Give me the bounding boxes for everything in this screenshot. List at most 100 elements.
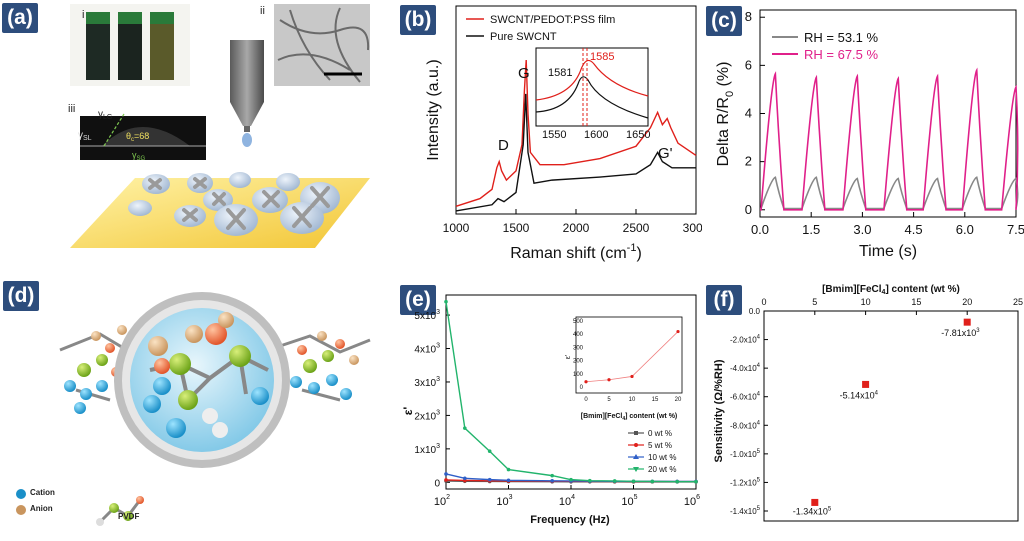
sensitivity-xtick-label: 0 (761, 297, 766, 307)
droplets (128, 172, 340, 236)
sensitivity-point (963, 318, 971, 326)
inset-xtick-label: 5 (607, 397, 611, 403)
inset-ytick-label: 100 (573, 372, 584, 378)
sensitivity-xtick-label: 20 (962, 297, 972, 307)
legend-text-67: RH = 67.5 % (804, 47, 879, 62)
pvdf-chains (59, 332, 371, 402)
panel-label-b: (b) (400, 5, 436, 35)
response-frame (759, 9, 1017, 218)
raman-chart: 10001500200025003000 Raman shift (cm-1) … (425, 5, 702, 262)
permittivity-legend: 0 wt % 5 wt % 10 wt % 20 wt % (628, 429, 676, 474)
sensitivity-ylabel: Sensitivity (Ω/%RH) (713, 359, 725, 462)
inset-point (630, 374, 634, 379)
permittivity-ytick-label: 1x103 (414, 443, 440, 456)
legend-10wt: 10 wt % (648, 453, 676, 462)
inset-xtick-label: 10 (629, 397, 636, 403)
legend-20wt: 20 wt % (648, 465, 676, 474)
inset-point (676, 329, 680, 334)
permittivity-xtick-label: 104 (559, 494, 575, 508)
permittivity-point (631, 479, 636, 484)
sub-label-i: i (82, 9, 84, 21)
cation-icon (16, 489, 26, 499)
legend-swatch-icons (16, 489, 26, 515)
sensitivity-ytick-label: -1.2x105 (730, 477, 761, 487)
sensitivity-xtick-label: 15 (911, 297, 921, 307)
permittivity-xtick-label: 102 (434, 494, 450, 508)
panel-label-d: (d) (3, 281, 39, 311)
magnified-view (114, 292, 290, 468)
sensitivity-xtick-label: 5 (812, 297, 817, 307)
inset-series (585, 331, 679, 383)
response-xtick-label: 3.0 (853, 222, 871, 237)
response-ytick-label: 6 (745, 57, 752, 72)
response-ytick-label: 8 (745, 9, 752, 24)
response-xlabel: Time (s) (859, 243, 917, 260)
response-xtick-label: 6.0 (956, 222, 974, 237)
permittivity-point (463, 476, 467, 481)
raman-xtick-label: 2000 (563, 221, 590, 235)
permittivity-point (487, 449, 492, 454)
panel-label-c: (c) (706, 6, 742, 36)
sensitivity-ytick-label: -8.0x104 (730, 420, 761, 430)
sensitivity-ytick-label: -4.0x104 (730, 363, 761, 373)
inset-xtick-label: 20 (675, 397, 682, 403)
response-xtick-label: 0.0 (751, 222, 769, 237)
permittivity-ytick-label: 2x103 (414, 409, 440, 422)
permittivity-chart: 102 103 104 105 10601x1032x1033x1034x1035x10… (401, 294, 700, 526)
permittivity-point (487, 477, 492, 482)
response-series-0 (760, 176, 1019, 210)
response-chart: 0.0 1.5 3.0 4.5 6.0 7.5 0 2 4 6 8 RH = 53.1 % RH =… (715, 9, 1024, 260)
permittivity-point (650, 479, 655, 484)
panel-label-e: (e) (400, 285, 436, 315)
inset-ytick-label: 200 (573, 359, 584, 365)
sensitivity-point-label: -1.34x105 (793, 506, 832, 516)
permittivity-point (444, 472, 448, 476)
sensitivity-point (811, 498, 819, 506)
peak-label-g-prime: G' (658, 145, 673, 162)
response-ytick-label: 4 (745, 106, 752, 121)
inset-xtick-1650: 1650 (626, 129, 650, 141)
inset-label-1585: 1585 (590, 51, 614, 63)
panel-label-a: (a) (2, 3, 38, 33)
permittivity-ylabel: ε' (401, 407, 415, 416)
sensitivity-ytick-label: -1.0x105 (730, 449, 761, 459)
sub-label-ii: ii (260, 5, 265, 17)
raman-xtick-label: 3000 (683, 221, 702, 235)
permittivity-point (550, 473, 554, 478)
permittivity-xtick-label: 105 (621, 494, 637, 508)
permittivity-point (694, 479, 698, 484)
contact-angle-image (80, 113, 206, 160)
anion-icon (16, 505, 26, 515)
sensitivity-ytick-label: -2.0x104 (730, 335, 761, 345)
inset-xlabel: [Bmim][FeCl4] content (wt %) (581, 413, 678, 422)
sub-label-iii: iii (68, 103, 75, 115)
inset-ytick-label: 500 (573, 319, 584, 325)
peak-label-g: G (518, 65, 530, 82)
response-ytick-label: 0 (745, 202, 752, 217)
sensitivity-ytick-label: 0.0 (749, 307, 761, 316)
permittivity-point (444, 478, 448, 482)
inset-xtick-label: 15 (652, 397, 659, 403)
permittivity-point (506, 467, 511, 472)
tem-image (274, 4, 370, 86)
legend-anion: Anion (30, 504, 53, 513)
permittivity-point (506, 478, 511, 483)
permittivity-ytick-label: 3x103 (414, 376, 440, 389)
response-series-1 (760, 67, 1019, 211)
panel-label-f: (f) (706, 285, 742, 315)
legend-swatches (96, 496, 144, 526)
permittivity-ytick-label: 0 (434, 478, 440, 489)
side-molecules (64, 325, 359, 414)
permittivity-ytick-label: 4x103 (414, 343, 440, 356)
raman-ylabel: Intensity (a.u.) (425, 59, 442, 160)
raman-series-1 (455, 93, 696, 212)
permittivity-ytick-label: 5x103 (414, 309, 440, 322)
sensitivity-point-label: -5.14x104 (840, 390, 879, 400)
raman-xtick-label: 1500 (503, 221, 530, 235)
sensitivity-frame (763, 310, 1019, 522)
sensitivity-xtick-label: 10 (861, 297, 871, 307)
raman-xtick-label: 2500 (623, 221, 650, 235)
inset-point (607, 378, 611, 382)
response-ytick-label: 2 (745, 154, 752, 169)
